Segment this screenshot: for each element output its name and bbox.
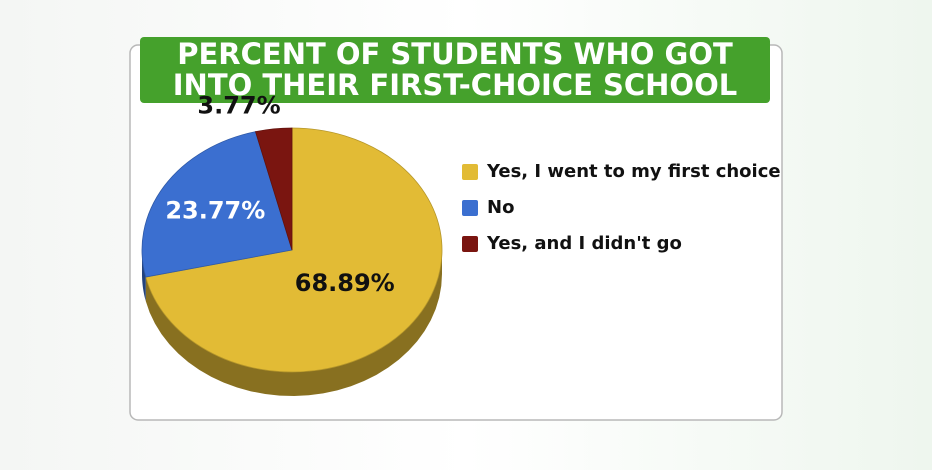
legend-swatch [462,200,478,216]
pie-side [145,250,442,396]
legend-label: No [487,197,514,218]
data-label: 3.77% [197,92,280,120]
pie-slice [141,131,293,278]
pie-slice [145,127,443,373]
legend-swatch [462,236,478,252]
legend-label: Yes, I went to my first choice [486,161,781,182]
chart-title: PERCENT OF STUDENTS WHO GOT [177,37,733,71]
legend-swatch [462,164,478,180]
pie-slice [255,127,293,251]
legend-label: Yes, and I didn't go [486,233,682,254]
title-banner [140,37,770,103]
chart-title: INTO THEIR FIRST-CHOICE SCHOOL [173,68,737,102]
data-label: 23.77% [165,197,265,225]
data-label: 68.89% [295,269,395,297]
pie-side [142,250,146,302]
